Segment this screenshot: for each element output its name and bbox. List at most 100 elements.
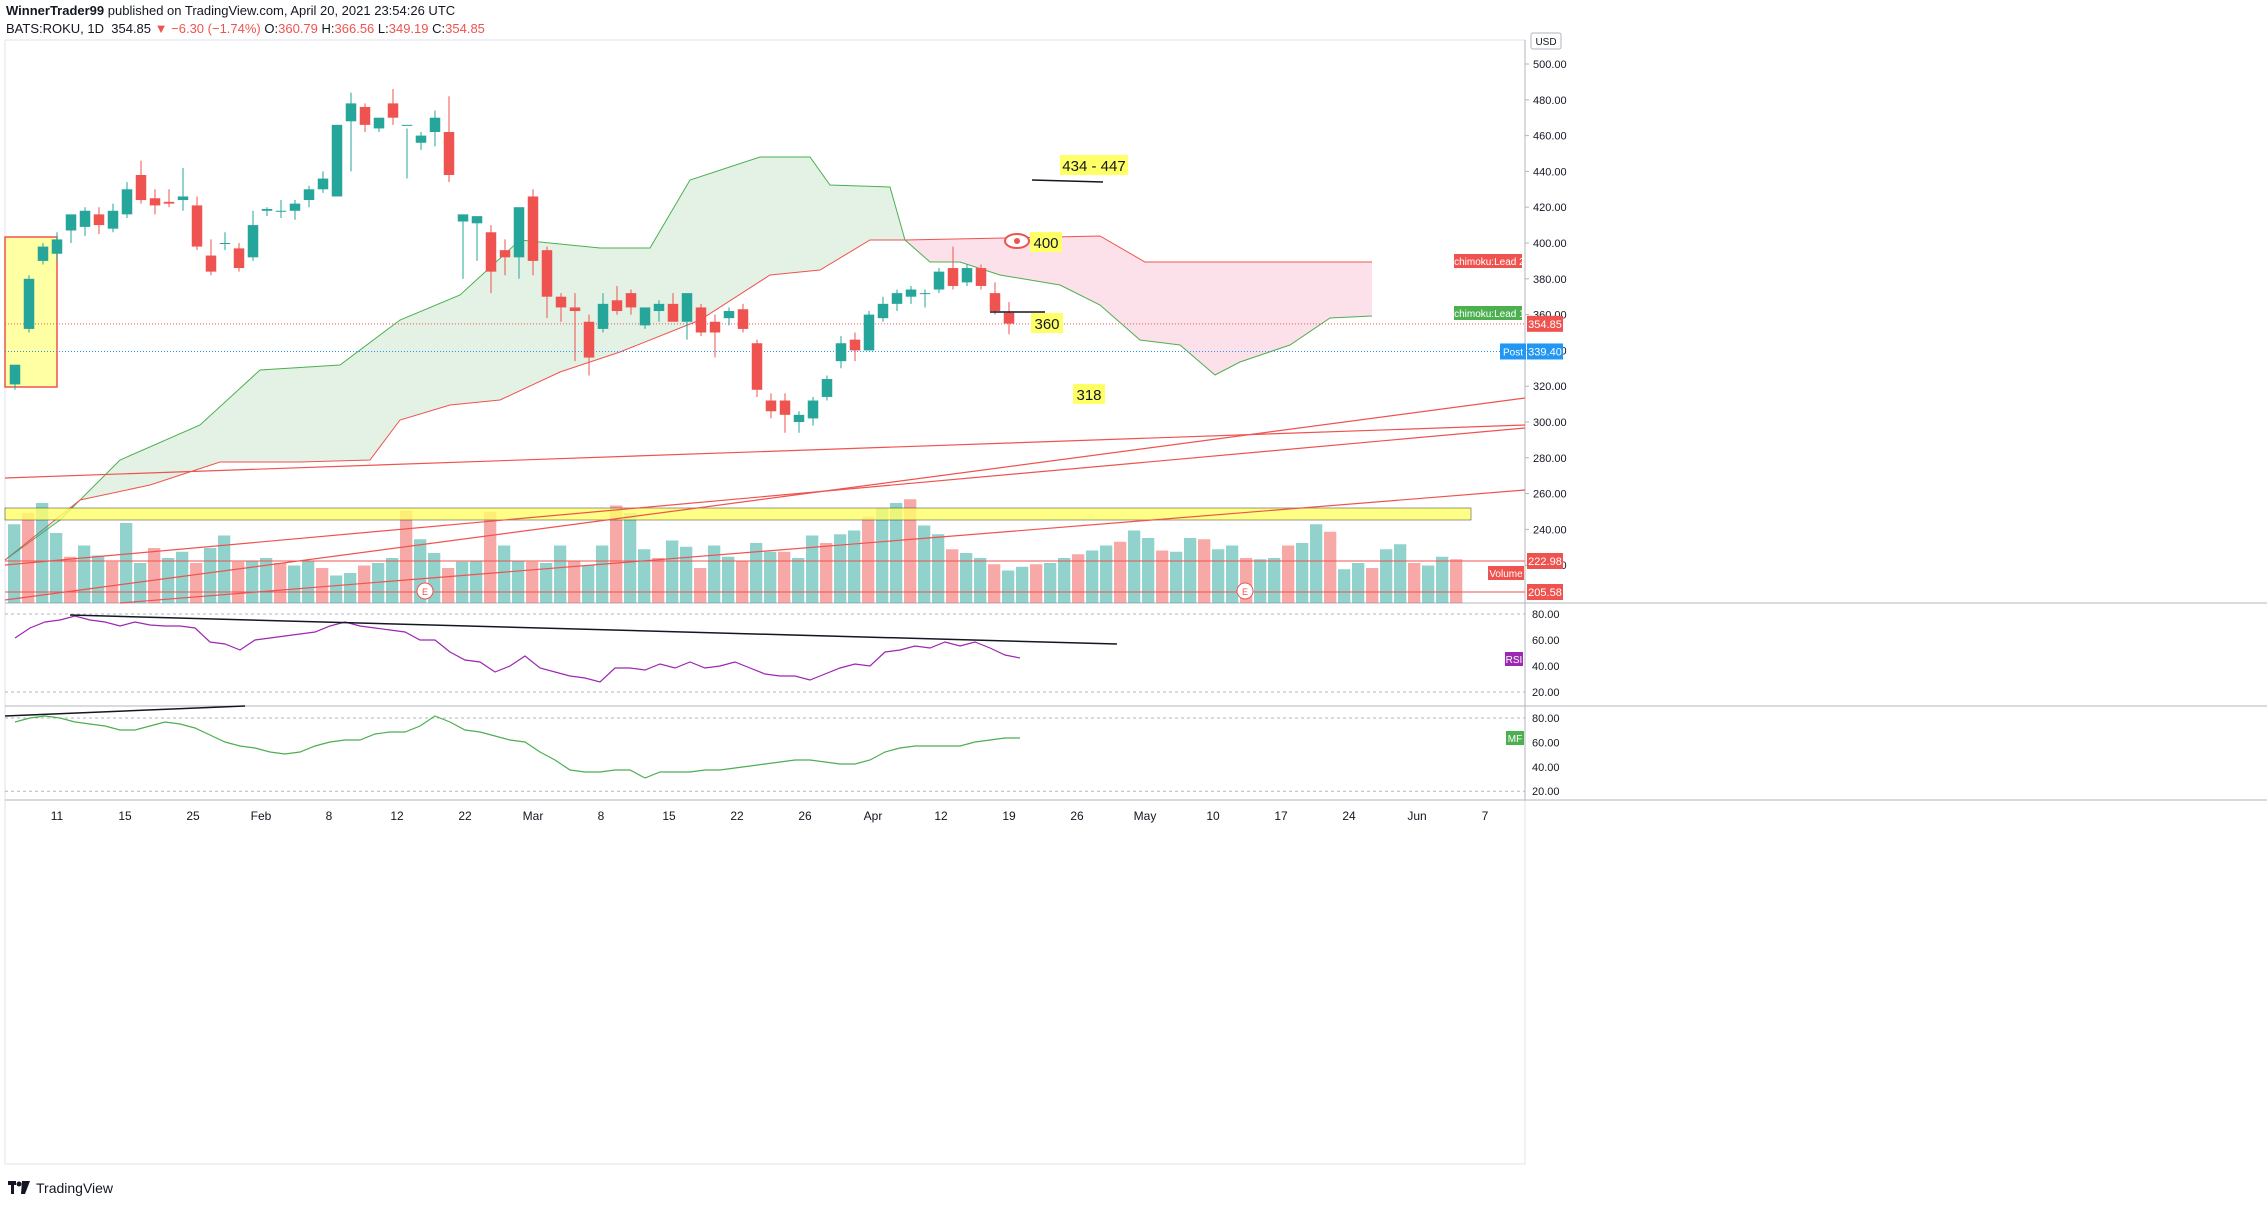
- volume-bar: [596, 545, 609, 603]
- candle-body: [667, 303, 679, 322]
- volume-bar: [862, 516, 875, 603]
- volume-bar: [792, 558, 805, 603]
- annotation-box: [1073, 384, 1105, 404]
- volume-bar: [540, 563, 553, 603]
- volume-bar: [498, 545, 511, 603]
- candle-body: [429, 117, 441, 133]
- annotation-318: 318: [1076, 387, 1101, 404]
- candle-body: [933, 271, 945, 290]
- candle-body: [499, 250, 511, 258]
- volume-bar: [1002, 570, 1015, 603]
- volume-bar: [1450, 559, 1463, 603]
- x-tick-label: 15: [662, 809, 676, 823]
- x-tick-label: 7: [1482, 809, 1489, 823]
- lead1-label-bg: [1454, 306, 1522, 320]
- volume-bar: [1282, 545, 1295, 603]
- y-tick-label: 460.00: [1533, 131, 1567, 143]
- candle-body: [317, 178, 329, 190]
- currency-label: USD: [1535, 37, 1556, 48]
- candle-body: [219, 243, 231, 244]
- volume-bar: [1086, 550, 1099, 603]
- volume-bar: [148, 548, 161, 603]
- author-name[interactable]: WinnerTrader99: [6, 3, 105, 18]
- volume-bar: [120, 523, 133, 603]
- volume-bar: [694, 568, 707, 603]
- candle-body: [863, 314, 875, 351]
- volume-label: Volume: [1489, 569, 1523, 580]
- candle-body: [23, 278, 35, 329]
- candle-body: [1003, 312, 1015, 324]
- volume-bar: [456, 561, 469, 603]
- volume-bar: [1016, 566, 1029, 603]
- volume-bar: [1422, 565, 1435, 603]
- candle-body: [65, 214, 77, 231]
- y-tick-label: 440.00: [1533, 166, 1567, 178]
- candle-body: [709, 321, 721, 333]
- close-label: C:: [432, 21, 446, 36]
- post-label-bg: [1500, 343, 1526, 360]
- volume-bar: [1324, 531, 1337, 603]
- tradingview-logo[interactable]: TradingView: [8, 1180, 113, 1196]
- volume-bar: [1268, 558, 1281, 603]
- candle-body: [905, 289, 917, 297]
- ichimoku-lead1-label: Ichimoku:Lead 1: [1451, 309, 1525, 320]
- candle-body: [625, 293, 637, 308]
- candle-body: [401, 124, 413, 126]
- x-tick-label: 15: [118, 809, 132, 823]
- rsi-line: [14, 615, 1021, 683]
- candle-body: [261, 208, 273, 211]
- candle-body: [37, 246, 49, 261]
- candle-body: [415, 135, 427, 143]
- y-tick-label: 320.00: [1533, 381, 1567, 393]
- rsi-divergence-line: [69, 614, 1118, 645]
- mf-tick-label: 40.00: [1532, 762, 1560, 774]
- volume-bar: [512, 560, 525, 603]
- symbol-line: BATS:ROKU, 1D 354.85 ▼ −6.30 (−1.74%) O:…: [6, 21, 485, 36]
- volume-bar: [890, 503, 903, 603]
- candle-body: [989, 293, 1001, 312]
- volume-bar: [1044, 563, 1057, 603]
- x-tick-label: 12: [934, 809, 948, 823]
- earnings-marker-icon: [1236, 582, 1254, 600]
- x-tick-label: 17: [1274, 809, 1288, 823]
- volume-bar: [442, 568, 455, 603]
- volume-bar: [1380, 549, 1393, 603]
- candle-body: [527, 196, 539, 261]
- ichimoku-lead2-label: Ichimoku:Lead 2: [1451, 257, 1525, 268]
- candle-body: [541, 250, 553, 297]
- volume-bar: [974, 558, 987, 603]
- volume-bar: [1156, 550, 1169, 603]
- volume-bar: [1366, 568, 1379, 603]
- candle-body: [849, 339, 861, 351]
- candle-body: [9, 364, 21, 385]
- volume-bar: [736, 560, 749, 603]
- volume-bar: [204, 548, 217, 603]
- high-label: H:: [321, 21, 335, 36]
- target-line: [1031, 179, 1104, 183]
- volume-bar: [302, 560, 315, 603]
- volume-bar: [1296, 543, 1309, 603]
- volume-bar: [176, 551, 189, 603]
- candle-body: [737, 309, 749, 329]
- volume-bar: [50, 533, 63, 603]
- volume-bar: [1352, 563, 1365, 603]
- tradingview-icon: [8, 1181, 30, 1194]
- eye-pupil: [1014, 238, 1020, 244]
- candle-body: [121, 189, 133, 215]
- volume-bar: [1254, 559, 1267, 603]
- candle-body: [331, 124, 343, 197]
- candle-body: [275, 210, 287, 212]
- candle-body: [289, 203, 301, 211]
- volume-bar: [330, 575, 343, 603]
- price-change: −6.30 (−1.74%): [171, 21, 261, 36]
- volume-bar: [680, 546, 693, 603]
- candle-body: [919, 293, 931, 295]
- published-text: published on TradingView.com, April 20, …: [107, 3, 456, 18]
- volume-bar: [36, 503, 49, 603]
- volume-bar: [988, 564, 1001, 603]
- volume-bar: [722, 556, 735, 603]
- volume-bar: [470, 560, 483, 603]
- volume-bar: [904, 499, 917, 603]
- earnings-marker-label: E: [422, 587, 428, 597]
